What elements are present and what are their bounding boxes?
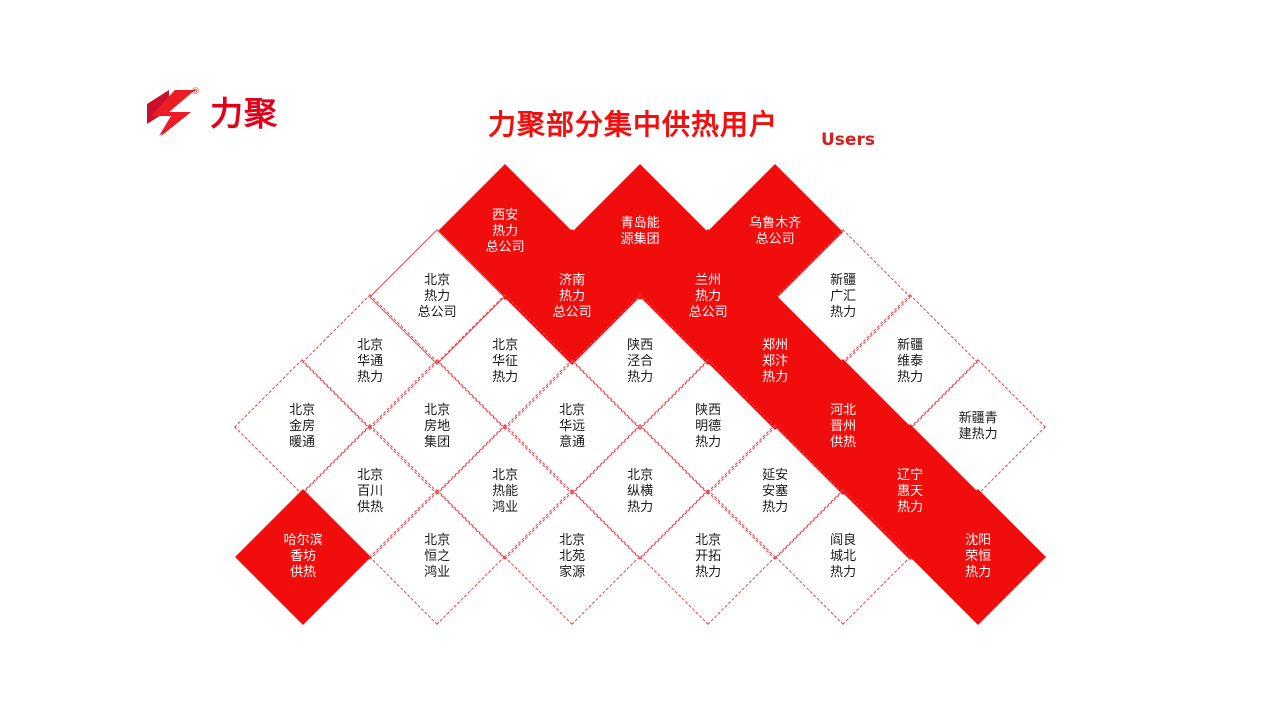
diamond-cell-label: 郑州 郑汴 热力 xyxy=(761,338,789,385)
brand-name: 力聚 xyxy=(210,93,278,133)
diamond-cell-label: 北京 纵横 热力 xyxy=(626,468,654,515)
diamond-cell-label: 北京 北苑 家源 xyxy=(558,533,586,580)
diamond-cell-label: 北京 百川 供热 xyxy=(356,468,384,515)
diamond-cell-label: 阎良 城北 热力 xyxy=(829,533,857,580)
diamond-cell-label: 乌鲁木齐 总公司 xyxy=(748,216,801,247)
diamond-cell-label: 北京 房地 集团 xyxy=(423,403,451,450)
diamond-cell-label: 河北 晋州 供热 xyxy=(829,403,857,450)
diamond-cell-label: 新疆青 建热力 xyxy=(958,411,998,442)
diamond-cell-label: 兰州 热力 总公司 xyxy=(688,273,728,320)
page-subtitle: Users xyxy=(821,130,875,150)
diamond-cell-label: 西安 热力 总公司 xyxy=(485,208,525,255)
diamond-cell-label: 陕西 明德 热力 xyxy=(694,403,722,450)
diamond-cell-label: 辽宁 惠天 热力 xyxy=(896,468,924,515)
lightning-bolt-logo-icon: ® xyxy=(145,87,203,136)
diamond-cell-label: 哈尔滨 香坊 供热 xyxy=(283,533,323,580)
registered-mark-icon: ® xyxy=(191,87,200,97)
diamond-cell-label: 陕西 泾合 热力 xyxy=(626,338,654,385)
page-title: 力聚部分集中供热用户 xyxy=(488,108,779,141)
diamond-cell-label: 北京 华通 热力 xyxy=(356,338,384,385)
diamond-cell-label: 济南 热力 总公司 xyxy=(552,273,592,320)
diamond-cell-label: 北京 金房 暖通 xyxy=(288,403,316,450)
brand-logo: ® 力聚 xyxy=(145,88,278,138)
diamond-cell-label: 北京 华远 意通 xyxy=(558,403,586,450)
diamond-cell-label: 北京 热力 总公司 xyxy=(417,273,457,320)
diamond-cell-label: 延安 安塞 热力 xyxy=(761,468,789,515)
diamond-cell-label: 青岛能 源集团 xyxy=(620,216,660,247)
diamond-cell-label: 北京 开拓 热力 xyxy=(694,533,722,580)
diamond-cell-label: 北京 华征 热力 xyxy=(491,338,519,385)
diamond-cell-label: 北京 恒之 鸿业 xyxy=(423,533,451,580)
diamond-cell-label: 新疆 维泰 热力 xyxy=(896,338,924,385)
diamond-cell-label: 新疆 广汇 热力 xyxy=(829,273,857,320)
diamond-cell-label: 沈阳 荣恒 热力 xyxy=(964,533,992,580)
diamond-cell-label: 北京 热能 鸿业 xyxy=(491,468,519,515)
page-header: ® 力聚 力聚部分集中供热用户 Users xyxy=(0,0,1280,170)
